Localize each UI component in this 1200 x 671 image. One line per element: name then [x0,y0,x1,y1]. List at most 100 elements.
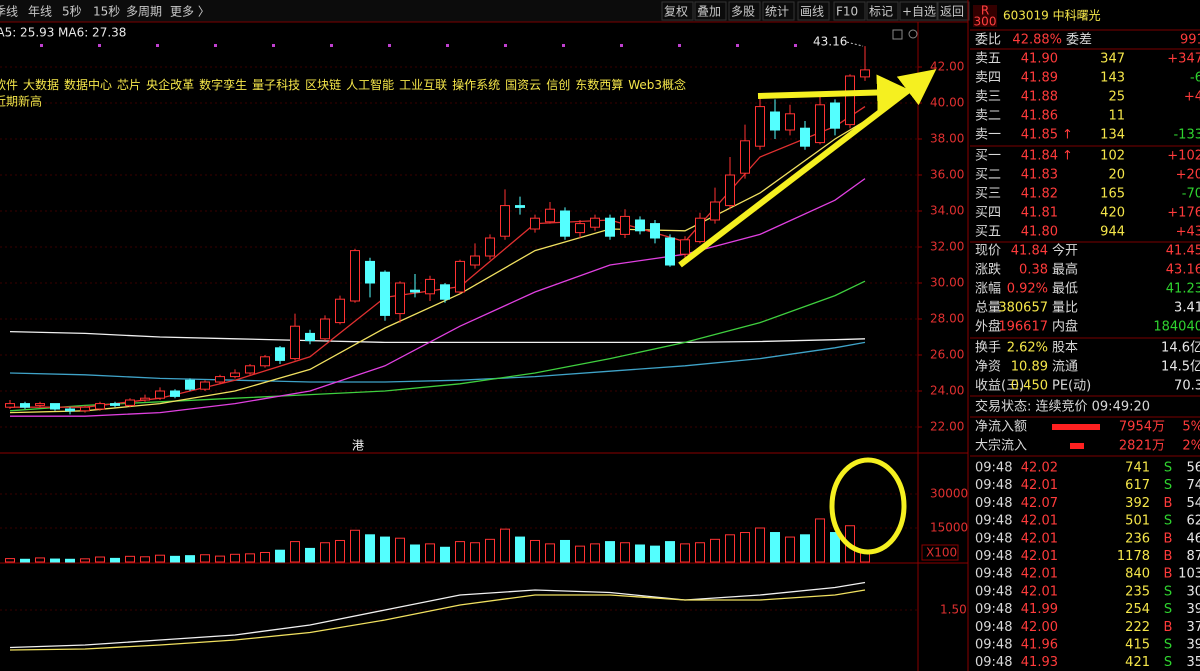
concept-tag: 数据中心 [64,77,112,92]
ratio-label: 委差 [1066,33,1092,48]
candle-body [395,282,405,315]
volume-bar [455,541,465,563]
flow-value: 7954万 [1119,420,1165,435]
tick-cell: 09:48 [975,638,1012,653]
stat-value: 41.84 [1011,244,1048,259]
toolbar-button-frame [866,1,899,21]
toolbar-button[interactable]: 复权 [664,5,688,19]
stat-label: 股本 [1052,341,1078,356]
flow-label: 大宗流入 [975,438,1027,454]
book-arrow: ↑ [1062,128,1073,143]
candle-body [320,318,330,340]
volume-bar [605,541,615,563]
book-change: -6 [1190,71,1200,86]
toolbar-button[interactable]: 叠加 [697,5,721,19]
concept-tag: 国资云 [505,78,541,92]
stat-value: 184040 [1153,320,1200,335]
volume-bar [665,541,675,563]
candle-body [650,223,660,239]
stat-value: 196617 [998,320,1048,335]
stat-label: 总量 [975,301,1001,316]
book-label: 卖二 [975,109,1001,124]
book-price: 41.89 [1021,71,1058,86]
tick-cell: S [1164,584,1172,599]
concept-tag: 人工智能 [346,77,394,92]
tick-cell: B [1164,496,1173,511]
y-tick-label: 1.50 [940,603,967,617]
tick-cell: 840 [1125,567,1150,582]
candle-body [275,347,285,361]
book-change: +176 [1167,206,1200,221]
ma-line [9,280,866,412]
candle-body [695,217,705,243]
book-change: +43 [1176,225,1200,240]
badge-sub: 300 [974,15,997,29]
book-label: 买五 [975,225,1001,240]
volume-bar [680,543,690,563]
candle-body [140,397,150,401]
tick-cell: 56 [1186,461,1200,476]
stat-label: 今开 [1052,243,1078,259]
toolbar-tab: 15秒 [93,5,120,19]
tick-cell: 09:48 [975,620,1012,635]
ma-line [10,178,866,417]
tick-cell: 42.02 [1021,461,1058,476]
volume-bar [380,536,390,563]
annotation-arrow [757,74,913,111]
volume-bar [50,558,60,563]
signal-dot [156,44,159,47]
volume-bar [575,545,585,563]
volume-bar [830,532,840,563]
stat-value: 41.45 [1166,244,1200,259]
book-price: 41.90 [1021,52,1058,67]
ratio-value: 42.88% [1012,33,1062,48]
concept-tag: 区块链 [305,77,341,92]
tick-cell: 42.01 [1021,584,1058,599]
tick-cell: S [1164,478,1172,493]
volume-bar [80,558,90,563]
volume-bar [140,556,150,563]
candle-body [230,372,240,378]
toolbar-button[interactable]: 画线 [800,5,824,19]
volume-bar [440,546,450,563]
window-icon [908,29,918,39]
candle-body [455,260,465,293]
book-label: 买二 [975,168,1001,183]
tick-cell: 42.00 [1021,620,1058,635]
annotations [678,29,937,555]
toolbar-button[interactable]: +自选 [902,5,936,19]
candle-body [830,102,840,129]
toolbar-button[interactable]: 标记 [869,5,893,19]
tick-cell: B [1164,531,1173,546]
chart-area: MA5: 25.93 MA6: 27.38 软件大数据数据中心芯片央企改革数字孪生量… [0,26,918,651]
stat-label: 现价 [975,244,1001,259]
y-tick-label: 38.00 [930,132,964,146]
candle-body [755,106,765,147]
book-price: 41.88 [1021,90,1058,105]
candle-body [170,390,180,397]
tick-cell: 30 [1186,584,1200,599]
candle-body [800,127,810,147]
volume-bar [5,558,15,563]
concept-tag: 央企改革 [146,77,194,92]
volume-bar [650,545,660,563]
tick-cell: 222 [1125,620,1150,635]
toolbar-button[interactable]: F10 [836,5,858,19]
book-price: 41.85 [1021,128,1058,143]
toolbar-button[interactable]: 返回 [940,5,964,19]
candle-body [470,255,480,266]
signal-dot [562,44,565,47]
tick-cell: 501 [1125,514,1150,529]
stat-label: 收益(三) [975,379,1024,394]
tick-cell: 39 [1186,638,1200,653]
book-volume: 944 [1100,225,1125,240]
toolbar-button[interactable]: 多股 [731,5,755,19]
volume-bar [725,534,735,563]
candle-body [770,111,780,131]
stat-value: 14.5亿 [1161,360,1200,375]
tick-cell: 09:48 [975,584,1012,599]
book-change: -70 [1182,187,1200,202]
volume-bar [95,556,105,563]
unit-label: X100 [926,546,957,560]
toolbar-button[interactable]: 统计 [765,5,789,19]
